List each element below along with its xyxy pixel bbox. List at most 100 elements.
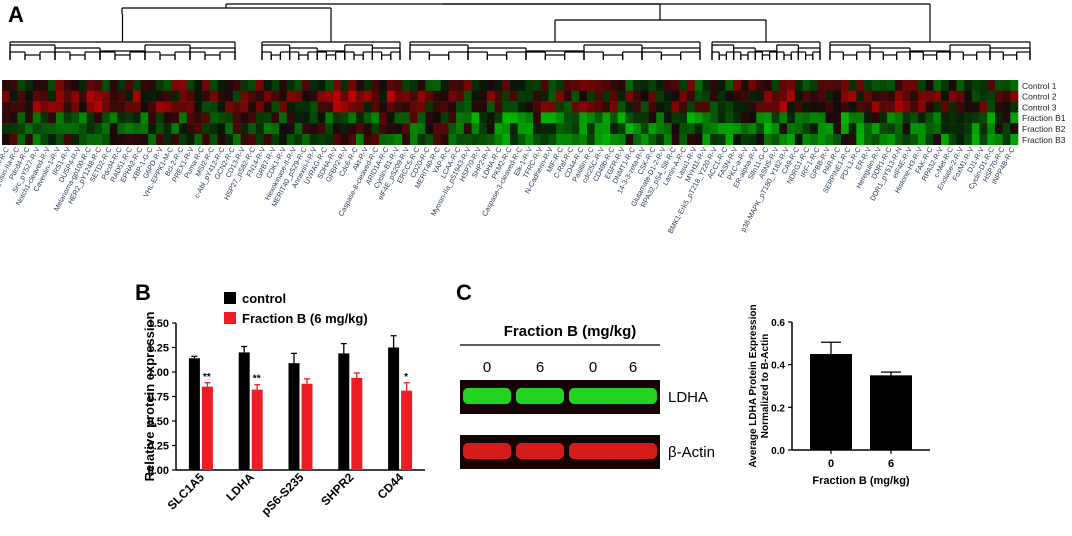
heatmap-cell (394, 112, 403, 124)
heatmap-cell (125, 134, 134, 145)
heatmap-cell (217, 101, 226, 113)
significance-marker: ** (253, 374, 261, 385)
heatmap-cell (433, 80, 442, 91)
heatmap-cell (32, 134, 41, 145)
heatmap-cell (463, 101, 472, 113)
heatmap-cell (240, 123, 249, 135)
heatmap-cell (332, 112, 341, 124)
heatmap-cell (671, 101, 680, 113)
significance-marker: * (404, 372, 408, 383)
heatmap-cell (240, 90, 249, 102)
heatmap-cell (717, 90, 726, 102)
heatmap-cell (463, 134, 472, 145)
heatmap-cell (825, 90, 834, 102)
heatmap-cell (617, 134, 626, 145)
heatmap-cell (94, 112, 103, 124)
heatmap-cell (733, 112, 742, 124)
heatmap-cell (663, 123, 672, 135)
heatmap-cell (132, 112, 141, 124)
heatmap-cell (663, 112, 672, 124)
heatmap-cell (656, 123, 665, 135)
heatmap-cell (525, 80, 534, 91)
heatmap-cell (663, 101, 672, 113)
heatmap-cell (548, 123, 557, 135)
heatmap-cell (63, 101, 72, 113)
heatmap-cell (748, 90, 757, 102)
heatmap-cell (194, 112, 203, 124)
heatmap-cell (279, 134, 288, 145)
heatmap-cell (802, 134, 811, 145)
heatmap-cell (756, 112, 765, 124)
heatmap-cell (640, 80, 649, 91)
heatmap-cell (356, 90, 365, 102)
heatmap-cell (879, 123, 888, 135)
heatmap-cell (225, 101, 234, 113)
heatmap-cell (671, 90, 680, 102)
heatmap-cell (279, 112, 288, 124)
heatmap-cell (540, 90, 549, 102)
blot-band (569, 388, 617, 404)
heatmap-cell (710, 90, 719, 102)
heatmap-cell (363, 134, 372, 145)
heatmap-cell (486, 80, 495, 91)
heatmap-cell (956, 90, 965, 102)
heatmap-cell (902, 80, 911, 91)
heatmap-cell (225, 112, 234, 124)
heatmap-cell (40, 90, 49, 102)
heatmap-cell (871, 101, 880, 113)
heatmap-cell (971, 112, 980, 124)
heatmap-cell (533, 80, 542, 91)
x-tick-label: pS6-S235 (259, 470, 307, 518)
blot-title: Fraction B (mg/kg) (504, 323, 637, 340)
heatmap-cell (186, 90, 195, 102)
heatmap-cell (764, 101, 772, 113)
heatmap-cell (525, 90, 534, 102)
heatmap-cell (309, 134, 318, 145)
bar (188, 358, 200, 470)
heatmap-cell (55, 90, 64, 102)
heatmap-cell (494, 134, 503, 145)
heatmap-cell (563, 101, 572, 113)
heatmap-cell (348, 90, 357, 102)
heatmap-cell (887, 134, 896, 145)
heatmap-cell (425, 123, 434, 135)
heatmap-cell (571, 134, 580, 145)
heatmap-cell (625, 80, 634, 91)
heatmap-cell (871, 123, 880, 135)
heatmap-cell (633, 80, 642, 91)
heatmap-cell (2, 101, 10, 113)
heatmap-cell (1010, 112, 1019, 124)
heatmap-cell (394, 80, 403, 91)
heatmap-cell (610, 80, 619, 91)
heatmap-cell (740, 112, 749, 124)
heatmap-cell (833, 112, 842, 124)
heatmap-cell (217, 112, 226, 124)
heatmap-cells (2, 80, 1019, 145)
heatmap-cell (117, 90, 126, 102)
heatmap-cell (286, 123, 295, 135)
heatmap-cell (240, 80, 249, 91)
heatmap-cell (994, 112, 1003, 124)
heatmap-cell (925, 90, 934, 102)
heatmap-cell (163, 134, 172, 145)
heatmap-cell (71, 90, 80, 102)
heatmap-cell (140, 112, 149, 124)
heatmap-cell (163, 80, 172, 91)
heatmap-cell (71, 123, 80, 135)
heatmap-cell (363, 101, 372, 113)
heatmap-cell (941, 80, 950, 91)
heatmap-cell (740, 90, 749, 102)
heatmap-cell (533, 90, 542, 102)
heatmap-cell (994, 101, 1003, 113)
heatmap-cell (25, 80, 34, 91)
heatmap-cell (594, 112, 603, 124)
heatmap-cell (317, 101, 326, 113)
heatmap-cell (994, 80, 1003, 91)
heatmap-cell (9, 134, 18, 145)
heatmap-cell (32, 101, 41, 113)
heatmap-cell (510, 123, 518, 135)
blot-band-label: β-Actin (668, 444, 715, 461)
heatmap-cell (148, 134, 157, 145)
heatmap-cell (163, 90, 172, 102)
